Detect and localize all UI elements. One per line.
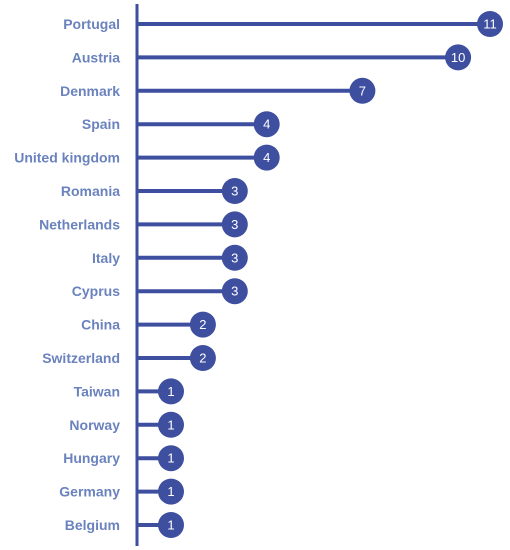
value-label-germany: 1 — [167, 484, 174, 499]
value-label-switzerland: 2 — [199, 351, 206, 366]
value-marker-norway — [158, 411, 184, 438]
category-label-italy: Italy — [92, 250, 120, 266]
value-label-romania: 3 — [231, 184, 238, 199]
value-marker-switzerland — [189, 345, 216, 371]
bar-stems — [137, 22, 490, 527]
value-marker-spain — [253, 111, 280, 138]
value-marker-united-kingdom — [253, 144, 280, 171]
value-marker-austria — [445, 44, 472, 71]
value-label-united-kingdom: 4 — [263, 150, 270, 165]
value-marker-portugal — [477, 11, 503, 37]
value-marker-romania — [221, 178, 248, 204]
value-label-cyprus: 3 — [231, 284, 238, 299]
category-label-switzerland: Switzerland — [42, 350, 120, 366]
category-label-hungary: Hungary — [63, 450, 120, 466]
value-label-hungary: 1 — [167, 451, 174, 466]
value-label-norway: 1 — [167, 417, 174, 432]
value-label-denmark: 7 — [359, 83, 366, 98]
value-marker-netherlands — [221, 211, 248, 238]
value-marker-belgium — [158, 512, 184, 538]
value-marker-denmark — [349, 77, 376, 104]
category-labels: Portugal Austria Denmark Spain United kingdo… — [14, 16, 120, 533]
category-label-taiwan: Taiwan — [74, 383, 120, 399]
value-label-taiwan: 1 — [167, 384, 174, 399]
category-label-china: China — [81, 317, 120, 333]
category-label-denmark: Denmark — [60, 83, 120, 99]
category-label-spain: Spain — [82, 116, 120, 132]
category-label-united-kingdom: United kingdom — [14, 150, 120, 166]
category-label-netherlands: Netherlands — [39, 216, 120, 232]
value-marker-taiwan — [158, 378, 184, 405]
value-marker-cyprus — [221, 278, 248, 305]
value-label-belgium: 1 — [167, 518, 174, 533]
value-marker-germany — [158, 478, 184, 505]
value-label-italy: 3 — [231, 250, 238, 265]
category-label-austria: Austria — [72, 49, 120, 65]
value-label-portugal: 11 — [483, 17, 497, 32]
value-label-netherlands: 3 — [231, 217, 238, 232]
value-marker-italy — [221, 244, 248, 271]
category-label-norway: Norway — [69, 417, 120, 433]
category-label-romania: Romania — [61, 183, 120, 199]
category-label-cyprus: Cyprus — [72, 283, 120, 299]
category-label-germany: Germany — [59, 484, 120, 500]
value-label-austria: 10 — [451, 50, 465, 65]
category-label-portugal: Portugal — [63, 16, 120, 32]
category-label-belgium: Belgium — [65, 517, 120, 533]
value-label-spain: 4 — [263, 117, 270, 132]
value-marker-hungary — [158, 445, 184, 472]
value-marker-china — [189, 311, 216, 338]
value-label-china: 2 — [199, 317, 206, 332]
